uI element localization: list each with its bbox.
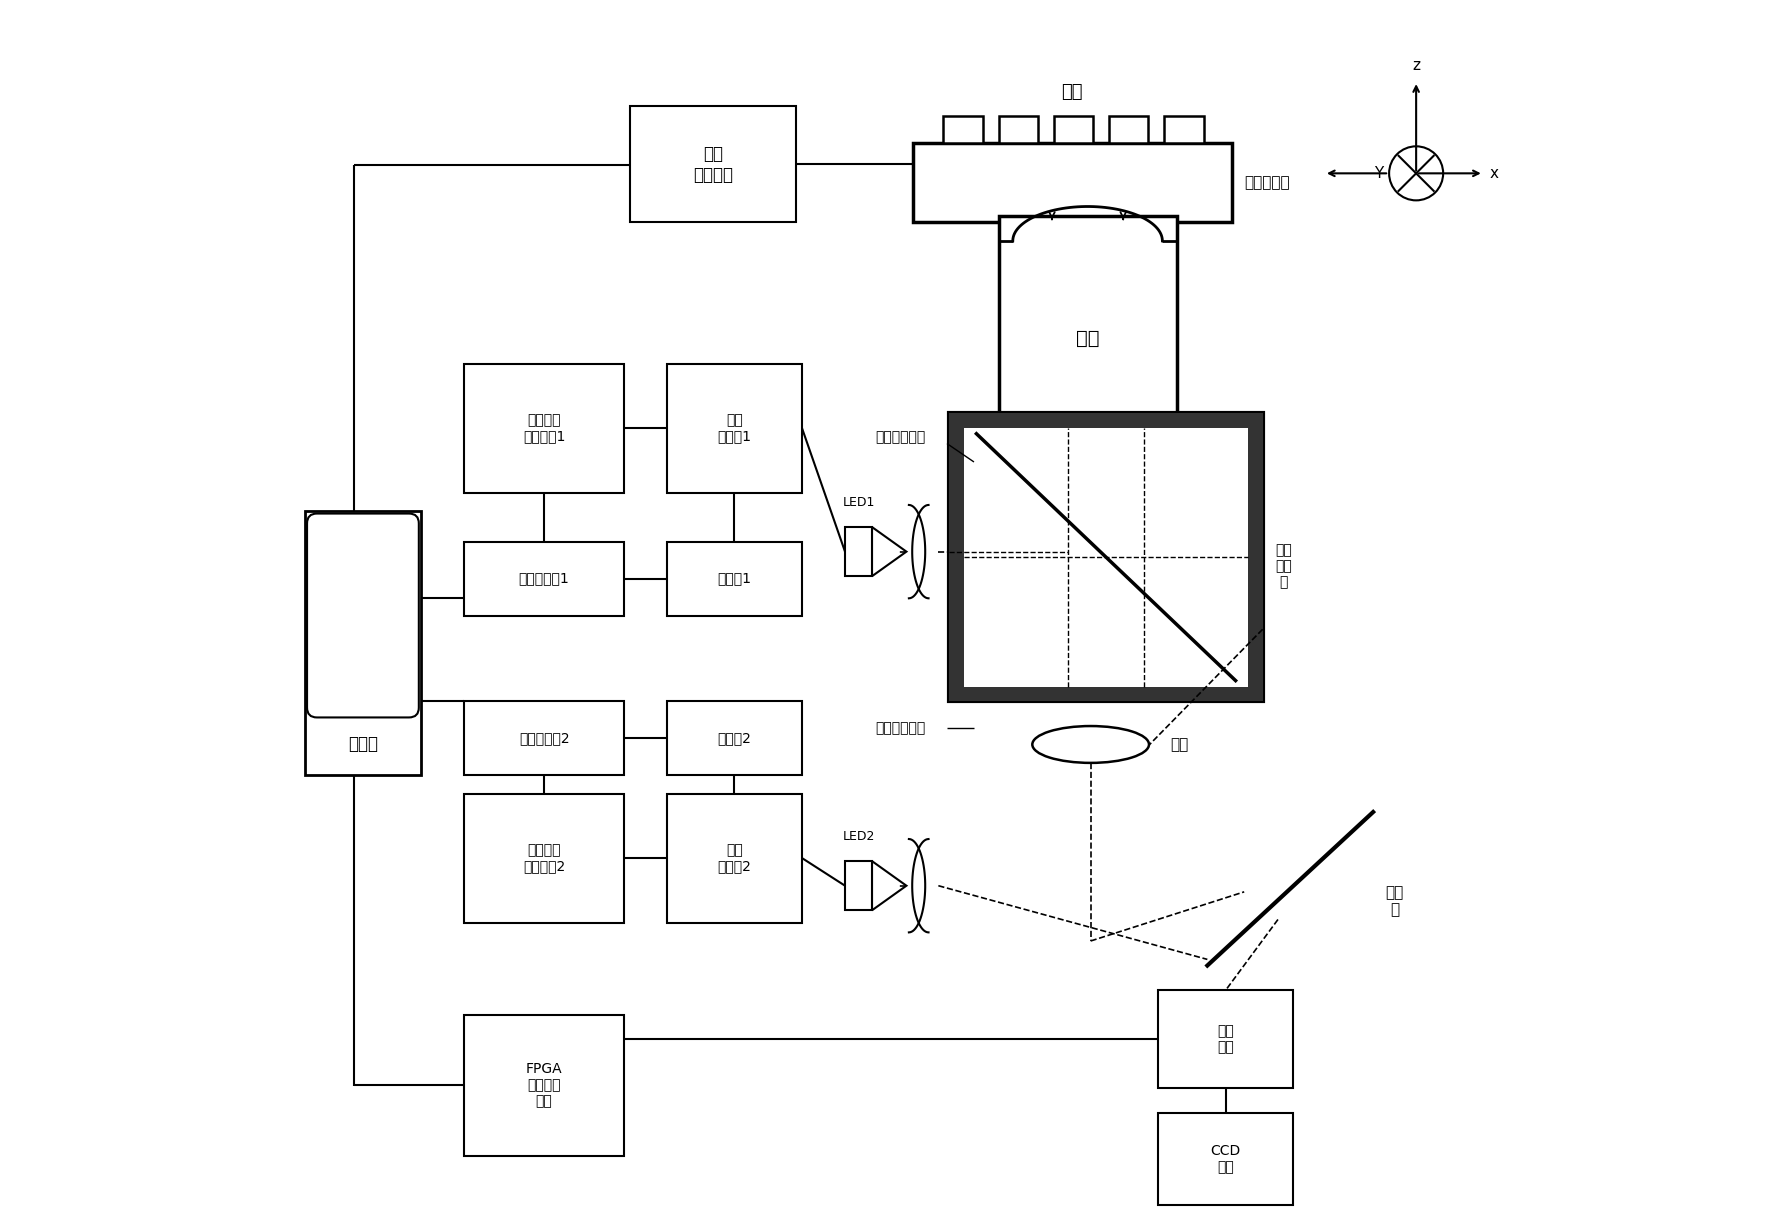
Bar [845,527,872,576]
Text: 信号发生器2: 信号发生器2 [519,731,570,745]
Bar [668,794,803,922]
Bar [950,412,964,702]
Text: 像增
强器: 像增 强器 [1217,1024,1234,1054]
Bar [668,702,803,776]
Bar [1108,116,1149,143]
Bar [1158,1113,1293,1205]
Bar [464,363,623,492]
Ellipse shape [1032,726,1149,763]
Bar [630,106,796,223]
Bar [668,542,803,616]
Text: 电流源1: 电流源1 [718,571,751,586]
Bar [1249,412,1263,702]
Polygon shape [872,527,906,576]
Bar [950,412,1263,702]
Bar [464,1014,623,1156]
Bar [1158,990,1293,1088]
Text: 信号发生器1: 信号发生器1 [519,571,570,586]
Text: 样品工作台: 样品工作台 [1245,175,1289,190]
Polygon shape [872,862,906,910]
Text: 激发光滤波片: 激发光滤波片 [876,431,925,444]
Bar [950,687,1263,702]
Text: CCD
相机: CCD 相机 [1211,1144,1241,1174]
Text: LED1: LED1 [842,496,876,508]
Bar [998,116,1037,143]
Text: 电流源2: 电流源2 [718,731,751,745]
Bar [464,702,623,776]
Text: Y: Y [1373,166,1384,181]
Bar [943,116,982,143]
Bar [998,217,1177,412]
Text: 射频功率
放大电路1: 射频功率 放大电路1 [522,414,565,443]
Bar [464,542,623,616]
Text: 计算机: 计算机 [348,735,378,753]
Text: 控制
驱动电路: 控制 驱动电路 [693,145,733,183]
FancyBboxPatch shape [307,513,419,718]
Text: x: x [1490,166,1499,181]
Bar [845,862,872,910]
Text: 分光
滤波
片: 分光 滤波 片 [1275,543,1291,590]
Text: z: z [1412,58,1421,73]
Text: 物镜: 物镜 [1076,329,1099,347]
Text: 分光
镜: 分光 镜 [1385,885,1403,917]
Bar [1053,116,1092,143]
Text: 射频功率
放大电路2: 射频功率 放大电路2 [522,843,565,873]
Text: 腔镜: 腔镜 [1170,737,1188,752]
Bar [950,412,1263,427]
Bar [668,363,803,492]
Bar [305,511,421,776]
Text: FPGA
门控选通
电路: FPGA 门控选通 电路 [526,1062,563,1108]
Text: LED2: LED2 [842,830,876,843]
Bar [913,143,1233,223]
Text: 发射光滤波片: 发射光滤波片 [876,721,925,735]
Text: 样品: 样品 [1062,82,1083,101]
Bar [464,794,623,922]
Bar [1165,116,1204,143]
Text: 直流
偏置器2: 直流 偏置器2 [718,843,751,873]
Text: 直流
偏置器1: 直流 偏置器1 [718,414,751,443]
